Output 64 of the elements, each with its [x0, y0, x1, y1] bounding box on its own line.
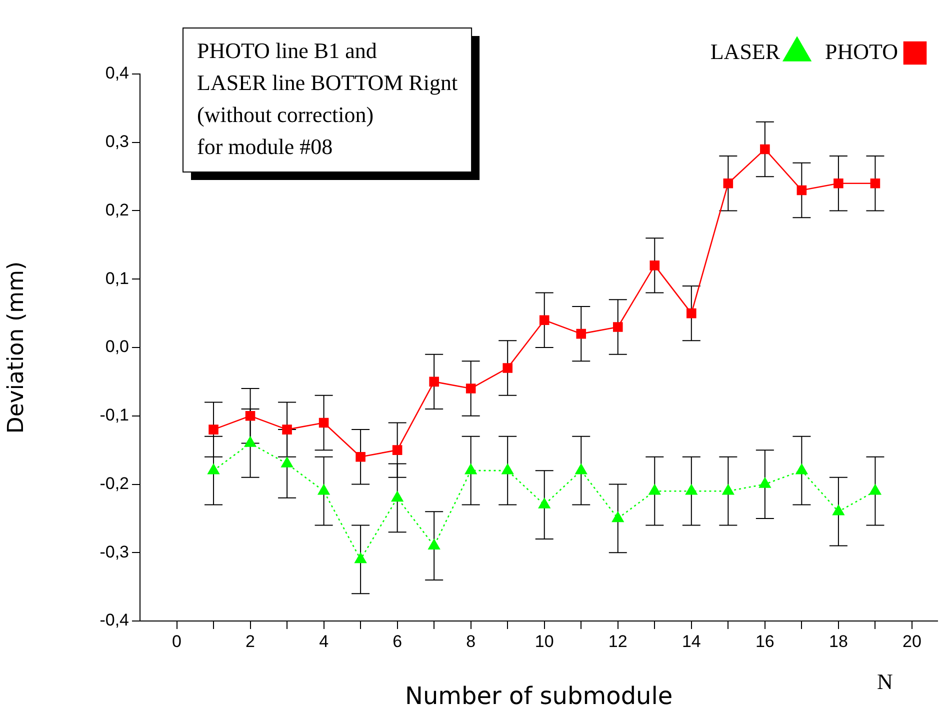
x-tick-label: 20 — [902, 632, 922, 651]
point — [245, 410, 256, 421]
point — [281, 457, 293, 468]
point — [612, 512, 624, 522]
point — [502, 464, 514, 474]
point — [686, 484, 698, 495]
x-tick-label: 4 — [319, 632, 329, 651]
point — [650, 260, 660, 270]
point — [796, 464, 808, 474]
point — [464, 464, 477, 474]
x-axis-title: Number of submodule — [405, 682, 673, 710]
y-tick-label: -0,2 — [100, 474, 129, 493]
point — [538, 498, 550, 508]
point — [428, 539, 440, 550]
annotation: PHOTO line B1 and LASER line BOTTOM Rignt (without correction) for module #08 — [197, 38, 458, 159]
point — [356, 452, 366, 462]
point — [869, 484, 882, 495]
point — [502, 363, 512, 373]
point — [208, 464, 220, 474]
legend-label: PHOTO — [825, 38, 898, 64]
y-tick-label: 0,1 — [105, 268, 129, 288]
point — [244, 436, 256, 447]
x-tick-label: 10 — [534, 632, 554, 651]
point — [576, 328, 586, 339]
x-tick-label: 16 — [755, 632, 774, 651]
y-tick-label: -0,1 — [100, 406, 129, 425]
x-tick-label: 18 — [828, 632, 848, 651]
point — [759, 478, 771, 488]
point — [723, 178, 734, 188]
y-tick-label: -0,4 — [100, 610, 129, 630]
point — [686, 308, 696, 318]
x-tick-label: 0 — [172, 632, 182, 651]
point — [834, 178, 844, 188]
point — [466, 384, 476, 394]
x-tick-label: 12 — [608, 632, 628, 651]
y-axis-title: Deviation (mm) — [4, 261, 29, 434]
point — [796, 185, 807, 196]
point — [760, 144, 770, 154]
point — [282, 424, 292, 434]
point — [539, 315, 550, 326]
y-tick-label: 0,0 — [105, 337, 129, 356]
point — [318, 418, 329, 428]
x-tick-label: 14 — [682, 632, 701, 651]
point — [354, 552, 366, 564]
point — [648, 484, 660, 495]
y-tick-label: 0,3 — [105, 132, 129, 152]
y-tick-label: 0,2 — [105, 200, 129, 220]
x-tick-label: 6 — [392, 632, 402, 651]
point — [392, 445, 402, 455]
x-tick-label: 8 — [466, 632, 476, 651]
point — [722, 484, 734, 495]
point — [870, 178, 880, 188]
point — [832, 504, 844, 516]
text: N — [877, 668, 893, 694]
point — [429, 376, 439, 387]
point — [208, 424, 218, 434]
y-tick-label: -0,3 — [100, 542, 129, 562]
point — [612, 322, 623, 332]
legend-label: LASER — [710, 38, 780, 64]
y-tick-label: 0,4 — [105, 64, 129, 83]
x-tick-label: 2 — [246, 632, 256, 651]
point — [575, 464, 587, 474]
point — [391, 491, 404, 502]
point — [318, 484, 330, 495]
